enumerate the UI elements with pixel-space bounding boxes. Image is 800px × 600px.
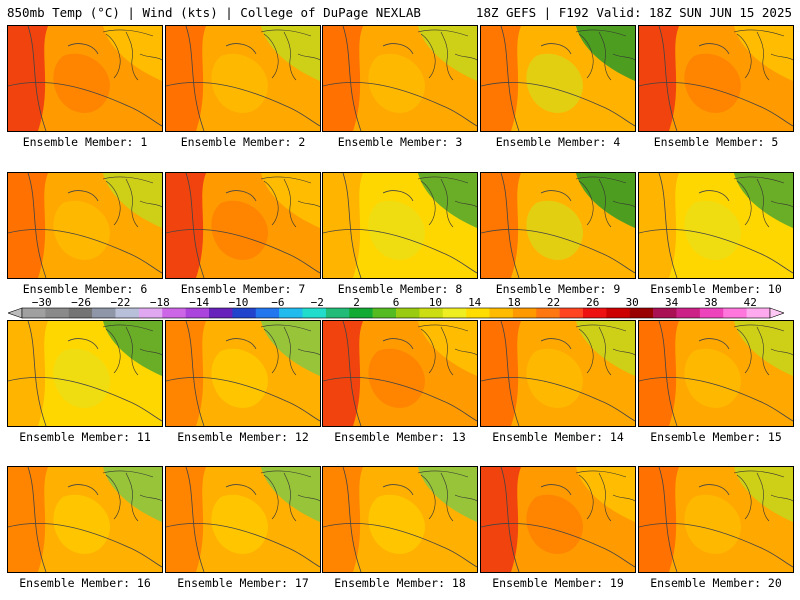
colorbar-segment bbox=[302, 308, 327, 318]
panel-caption: Ensemble Member: 1 bbox=[22, 135, 148, 149]
panel-caption: Ensemble Member: 20 bbox=[650, 576, 782, 590]
colorbar-segment bbox=[325, 308, 350, 318]
colorbar-tick-label: 14 bbox=[468, 296, 482, 309]
colorbar bbox=[8, 307, 784, 319]
colorbar-segment bbox=[583, 308, 607, 318]
map-panel bbox=[7, 172, 163, 279]
header-valid-time: 18Z GEFS | F192 Valid: 18Z SUN JUN 15 20… bbox=[475, 5, 792, 20]
map-panel bbox=[480, 466, 636, 573]
colorbar-tick-label: 38 bbox=[704, 296, 718, 309]
panel-caption: Ensemble Member: 9 bbox=[495, 282, 621, 296]
colorbar-segment bbox=[466, 308, 490, 318]
map-panel bbox=[480, 172, 636, 279]
colorbar-segment bbox=[138, 308, 163, 318]
panel-caption: Ensemble Member: 17 bbox=[177, 576, 309, 590]
panel-caption: Ensemble Member: 13 bbox=[334, 430, 466, 444]
colorbar-tick-label: 2 bbox=[353, 296, 360, 309]
panel-caption: Ensemble Member: 5 bbox=[653, 135, 779, 149]
colorbar-segment bbox=[372, 308, 397, 318]
map-panel bbox=[322, 320, 478, 427]
colorbar-segment bbox=[723, 308, 747, 318]
header-title: 850mb Temp (°C) | Wind (kts) | College o… bbox=[7, 5, 421, 20]
colorbar-segment bbox=[45, 308, 70, 318]
colorbar-segment bbox=[255, 308, 280, 318]
colorbar-segment bbox=[209, 308, 233, 318]
colorbar-tick-label: −22 bbox=[110, 296, 131, 309]
map-panel bbox=[322, 172, 478, 279]
colorbar-segment bbox=[629, 308, 654, 318]
map-panel bbox=[638, 172, 794, 279]
colorbar-min-arrow bbox=[8, 307, 23, 319]
colorbar-labels: −30 −26 −22 −18 −14 −10 −6 −2 2 6 10 14 18 22 26 30 34 38… bbox=[0, 296, 800, 309]
colorbar-segment bbox=[115, 308, 140, 318]
map-panel bbox=[165, 320, 321, 427]
panel-caption: Ensemble Member: 6 bbox=[22, 282, 148, 296]
colorbar-tick-label: −26 bbox=[71, 296, 92, 309]
map-panel bbox=[480, 320, 636, 427]
panel-caption: Ensemble Member: 12 bbox=[177, 430, 309, 444]
colorbar-max-arrow bbox=[769, 307, 784, 319]
panel-caption: Ensemble Member: 18 bbox=[334, 576, 466, 590]
panel-caption: Ensemble Member: 16 bbox=[19, 576, 151, 590]
colorbar-tick-label: 42 bbox=[743, 296, 757, 309]
colorbar-tick-label: 6 bbox=[392, 296, 400, 309]
map-panel bbox=[322, 466, 478, 573]
colorbar-segment bbox=[279, 308, 303, 318]
colorbar-segment bbox=[653, 308, 677, 318]
colorbar-segment bbox=[92, 308, 116, 318]
colorbar-segment bbox=[232, 308, 257, 318]
colorbar-tick-label: 22 bbox=[546, 296, 561, 309]
colorbar-segment bbox=[419, 308, 444, 318]
panel-caption: Ensemble Member: 2 bbox=[180, 135, 306, 149]
colorbar-tick-label: −10 bbox=[228, 296, 249, 309]
map-panel bbox=[165, 25, 321, 132]
map-panel bbox=[7, 320, 163, 427]
map-panel bbox=[638, 25, 794, 132]
colorbar-segment bbox=[606, 308, 631, 318]
colorbar-tick-label: −18 bbox=[149, 296, 170, 309]
colorbar-tick-label: 10 bbox=[428, 296, 443, 309]
colorbar-segment bbox=[162, 308, 186, 318]
map-panel bbox=[638, 466, 794, 573]
colorbar-segment bbox=[746, 308, 771, 318]
map-panel bbox=[165, 172, 321, 279]
colorbar-segment bbox=[536, 308, 560, 318]
colorbar-segment bbox=[442, 308, 467, 318]
map-panel bbox=[638, 320, 794, 427]
panel-caption: Ensemble Member: 7 bbox=[180, 282, 306, 296]
panel-caption: Ensemble Member: 14 bbox=[492, 430, 624, 444]
panel-caption: Ensemble Member: 11 bbox=[19, 430, 151, 444]
map-panel bbox=[7, 25, 163, 132]
map-panel bbox=[322, 25, 478, 132]
colorbar-tick-label: −14 bbox=[189, 296, 210, 309]
colorbar-tick-label: 34 bbox=[664, 296, 679, 309]
colorbar-tick-label: −2 bbox=[310, 296, 324, 309]
colorbar-segment bbox=[68, 308, 93, 318]
map-panel bbox=[7, 466, 163, 573]
colorbar-segment bbox=[676, 308, 701, 318]
colorbar-segment bbox=[185, 308, 210, 318]
panel-caption: Ensemble Member: 10 bbox=[650, 282, 782, 296]
colorbar-segment bbox=[396, 308, 420, 318]
colorbar-tick-label: 26 bbox=[586, 296, 600, 309]
panel-caption: Ensemble Member: 4 bbox=[495, 135, 621, 149]
colorbar-tick-label: 18 bbox=[507, 296, 521, 309]
colorbar-segment bbox=[349, 308, 373, 318]
map-panel bbox=[165, 466, 321, 573]
colorbar-segment bbox=[512, 308, 537, 318]
panel-caption: Ensemble Member: 8 bbox=[337, 282, 463, 296]
panel-caption: Ensemble Member: 3 bbox=[337, 135, 463, 149]
colorbar-segment bbox=[699, 308, 724, 318]
colorbar-segment bbox=[559, 308, 584, 318]
colorbar-segment bbox=[489, 308, 514, 318]
colorbar-segment bbox=[22, 308, 46, 318]
panel-caption: Ensemble Member: 15 bbox=[650, 430, 782, 444]
map-panel bbox=[480, 25, 636, 132]
colorbar-tick-label: 30 bbox=[625, 296, 639, 309]
panel-caption: Ensemble Member: 19 bbox=[492, 576, 624, 590]
colorbar-tick-label: −30 bbox=[31, 296, 52, 309]
colorbar-tick-label: −6 bbox=[271, 296, 285, 309]
